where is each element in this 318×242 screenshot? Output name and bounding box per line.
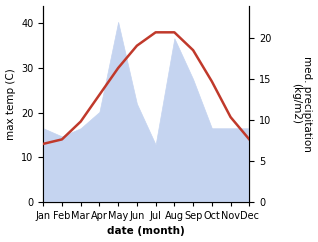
X-axis label: date (month): date (month)	[107, 227, 185, 236]
Y-axis label: med. precipitation
(kg/m2): med. precipitation (kg/m2)	[291, 56, 313, 152]
Y-axis label: max temp (C): max temp (C)	[5, 68, 16, 140]
